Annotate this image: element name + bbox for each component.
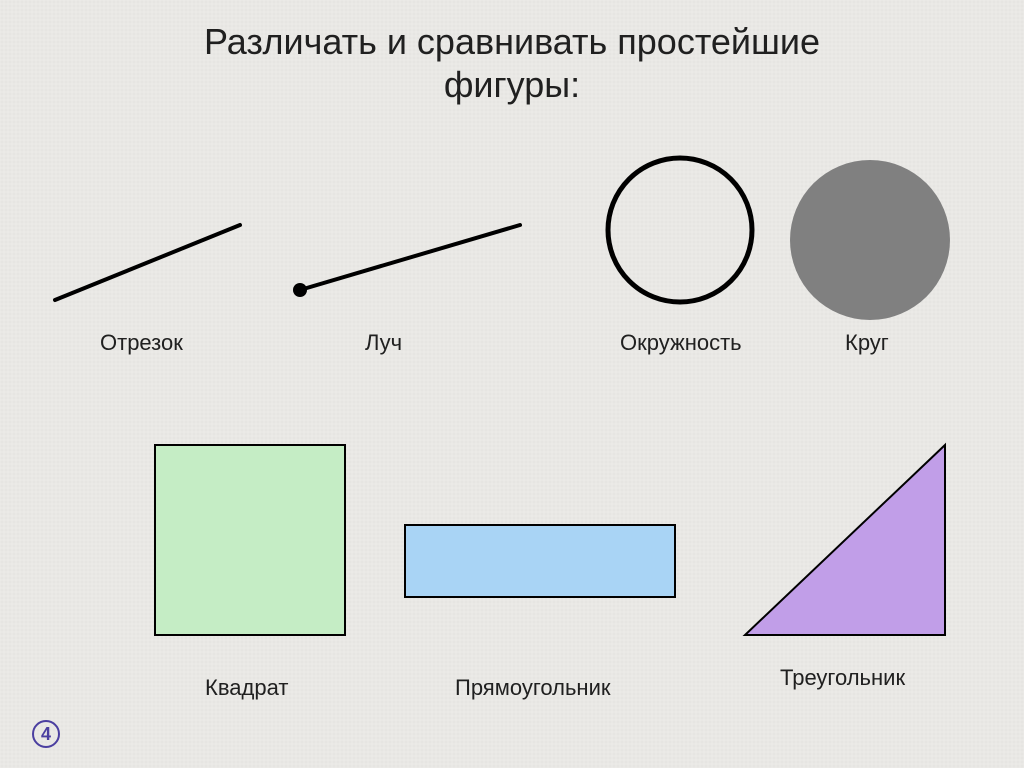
ray-line [300,225,520,290]
filled-circle-label: Круг [845,330,889,356]
rectangle-label: Прямоугольник [455,675,610,701]
square-label: Квадрат [205,675,288,701]
page-number-value: 4 [32,720,60,748]
triangle-label: Треугольник [780,665,905,691]
filled-circle [790,160,950,320]
square-shape [155,445,345,635]
segment-line [55,225,240,300]
rectangle-shape [405,525,675,597]
page-number: 4 [32,720,60,748]
outline-circle [608,158,752,302]
shapes-svg [0,0,1024,768]
outline-circle-label: Окружность [620,330,742,356]
ray-label: Луч [365,330,402,356]
ray-origin-dot [293,283,307,297]
segment-label: Отрезок [100,330,183,356]
triangle-shape [745,445,945,635]
